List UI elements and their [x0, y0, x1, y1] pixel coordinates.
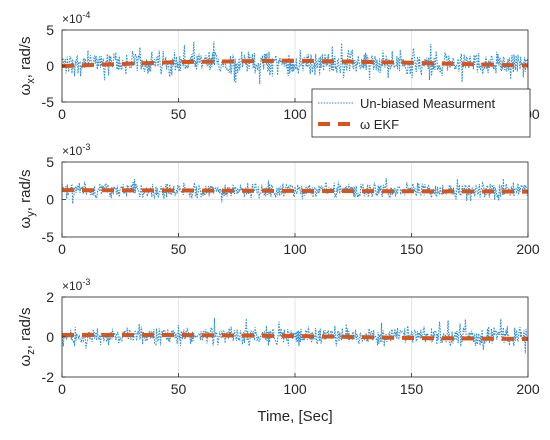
y-tick-label-y: 5: [46, 154, 54, 170]
ekf-line-y: [62, 188, 528, 194]
legend: Un-biased Measurment ω EKF: [311, 88, 531, 138]
ticks-omega-z: 0 50 100 150 200-202: [42, 289, 540, 397]
y-axis-label-omega-z: ωz, rad/s: [17, 308, 37, 367]
series-omega-z: [62, 317, 528, 354]
x-tick-label-z: 100: [283, 381, 307, 397]
x-tick-label-y: 0: [58, 241, 66, 257]
x-tick-label-y: 100: [283, 241, 307, 257]
y-tick-label-x: 0: [46, 58, 54, 74]
legend-entry-ekf: ω EKF: [360, 117, 399, 132]
y-axis-label-omega-y: ωy, rad/s: [17, 170, 37, 229]
y-tick-label-z: -2: [42, 369, 55, 385]
grid-omega-y: [61, 161, 529, 238]
x-tick-label-x: 0: [58, 106, 66, 122]
y-tick-label-y: 0: [46, 192, 54, 208]
y-tick-label-x: 5: [46, 22, 54, 38]
subplot-omega-z: 0 50 100 150 200-202 ×10-3 ωz, rad/s Time, […: [17, 277, 540, 425]
y-tick-label-y: -5: [42, 229, 55, 245]
y-tick-label-x: -5: [42, 94, 55, 110]
exponent-label-omega-x: ×10-4: [62, 10, 90, 26]
ekf-line-z: [62, 333, 528, 341]
subplot-omega-y: 0 50 100 150 200-505 ×10-3 ωy, rad/s: [17, 142, 540, 257]
x-tick-label-z: 150: [400, 381, 424, 397]
y-tick-label-z: 2: [46, 289, 54, 305]
x-tick-label-y: 200: [516, 241, 540, 257]
legend-box: [311, 88, 531, 138]
series-omega-y: [62, 178, 528, 204]
x-tick-label-y: 50: [171, 241, 187, 257]
exponent-label-omega-y: ×10-3: [62, 142, 90, 158]
x-axis-label: Time, [Sec]: [257, 408, 332, 425]
series-omega-x: [62, 41, 528, 85]
x-tick-label-x: 50: [171, 106, 187, 122]
legend-entry-measurement: Un-biased Measurment: [360, 96, 496, 111]
exponent-label-omega-z: ×10-3: [62, 277, 90, 293]
x-tick-label-x: 100: [283, 106, 307, 122]
measurement-line-z: [62, 317, 528, 354]
x-tick-label-z: 0: [58, 381, 66, 397]
x-tick-label-y: 150: [400, 241, 424, 257]
ticks-omega-y: 0 50 100 150 200-505: [42, 154, 540, 257]
x-tick-label-z: 50: [171, 381, 187, 397]
y-axis-label-omega-x: ωx, rad/s: [17, 37, 37, 96]
ekf-line-x: [62, 58, 528, 68]
y-tick-label-z: 0: [46, 329, 54, 345]
x-tick-label-z: 200: [516, 381, 540, 397]
